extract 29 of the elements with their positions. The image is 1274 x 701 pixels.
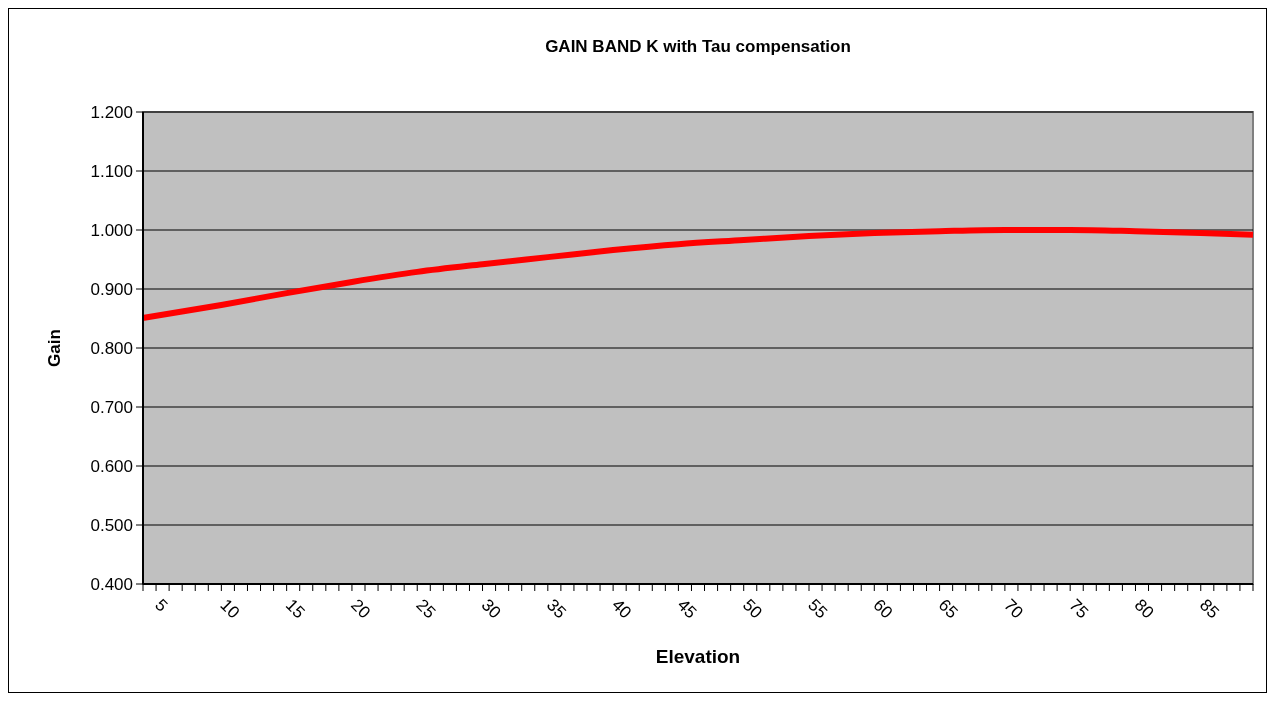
x-tick-label: 55: [804, 595, 831, 623]
x-tick-label: 65: [934, 595, 962, 623]
x-tick-label: 80: [1130, 595, 1158, 623]
x-tick-label: 20: [347, 595, 374, 623]
x-tick-label: 30: [477, 595, 505, 623]
y-axis-title: Gain: [45, 329, 64, 367]
x-tick-label: 15: [281, 595, 309, 623]
y-tick-label: 1.200: [90, 102, 133, 122]
x-tick-label: 35: [543, 595, 570, 623]
y-tick-label: 1.000: [90, 220, 133, 240]
x-tick-label: 5: [151, 595, 172, 616]
y-tick-label: 1.100: [90, 161, 133, 181]
y-tick-label: 0.700: [90, 397, 133, 417]
x-tick-label: 85: [1195, 595, 1223, 623]
x-tick-label: 60: [869, 595, 897, 623]
x-tick-label: 70: [1000, 595, 1027, 623]
y-tick-label: 0.400: [90, 574, 133, 594]
x-axis-title: Elevation: [655, 646, 741, 667]
y-tick-label: 0.900: [90, 279, 133, 299]
x-tick-label: 45: [673, 595, 701, 623]
x-tick-label: 40: [608, 595, 636, 623]
y-tick-label: 0.800: [90, 338, 133, 358]
x-tick-label: 50: [738, 595, 766, 623]
x-tick-label: 25: [412, 595, 440, 623]
chart-title: GAIN BAND K with Tau compensation: [545, 37, 851, 56]
y-tick-label: 0.600: [90, 456, 133, 476]
x-tick-label: 10: [216, 595, 244, 623]
x-tick-label: 75: [1065, 595, 1093, 623]
y-tick-label: 0.500: [90, 515, 133, 535]
